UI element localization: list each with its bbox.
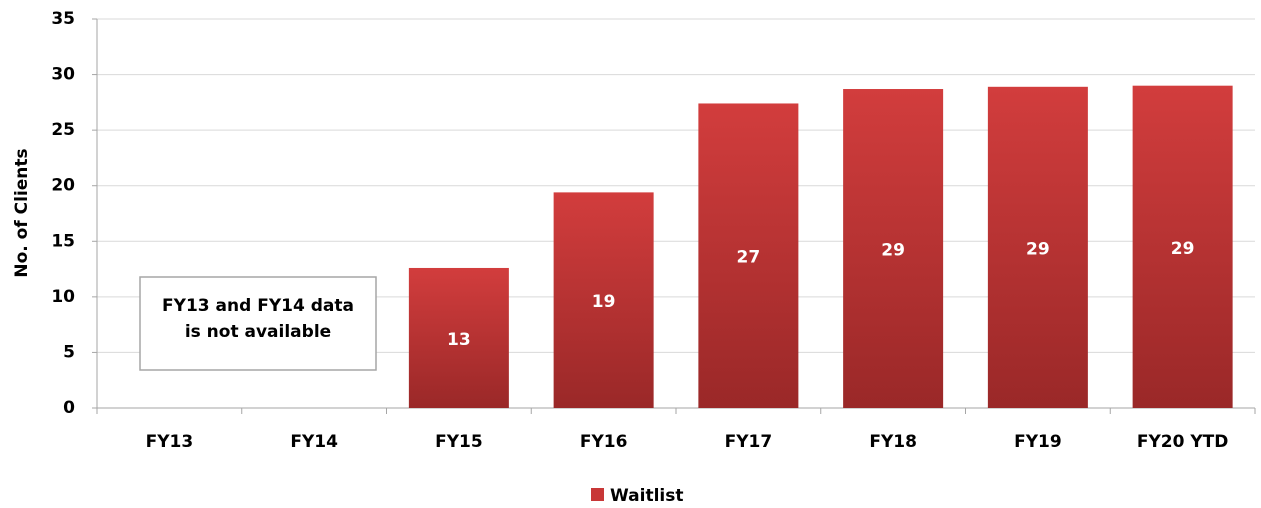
y-tick-label: 35 (51, 9, 75, 29)
y-tick-label: 10 (51, 287, 75, 307)
value-label: 13 (447, 330, 471, 350)
value-label: 27 (737, 248, 761, 268)
annotation-text: FY13 and FY14 data (162, 296, 354, 316)
x-tick-label: FY17 (725, 432, 773, 452)
x-tick-label: FY16 (580, 432, 628, 452)
x-tick-label: FY15 (435, 432, 483, 452)
bar (408, 267, 509, 408)
bar (698, 103, 799, 409)
bar (843, 89, 944, 409)
annotation-box (139, 276, 377, 371)
value-label: 29 (1026, 239, 1050, 259)
x-tick-label: FY19 (1014, 432, 1062, 452)
bar (1132, 85, 1233, 408)
y-tick-label: 5 (63, 342, 75, 362)
y-tick-label: 25 (51, 120, 75, 140)
legend-label: Waitlist (610, 486, 683, 506)
x-tick-label: FY18 (869, 432, 917, 452)
legend-swatch (591, 488, 604, 501)
value-label: 29 (881, 241, 905, 261)
x-tick-label: FY13 (146, 432, 194, 452)
bar (987, 86, 1088, 408)
y-tick-label: 20 (51, 176, 75, 196)
y-axis-label: No. of Clients (12, 148, 32, 277)
value-label: 29 (1171, 239, 1195, 259)
y-tick-label: 30 (51, 65, 75, 85)
bar (553, 192, 654, 408)
value-label: 19 (592, 292, 616, 312)
y-tick-label: 15 (51, 231, 75, 251)
x-tick-label: FY14 (290, 432, 338, 452)
y-tick-label: 0 (63, 398, 75, 418)
annotation-text: is not available (185, 322, 331, 342)
x-tick-label: FY20 YTD (1137, 432, 1229, 452)
